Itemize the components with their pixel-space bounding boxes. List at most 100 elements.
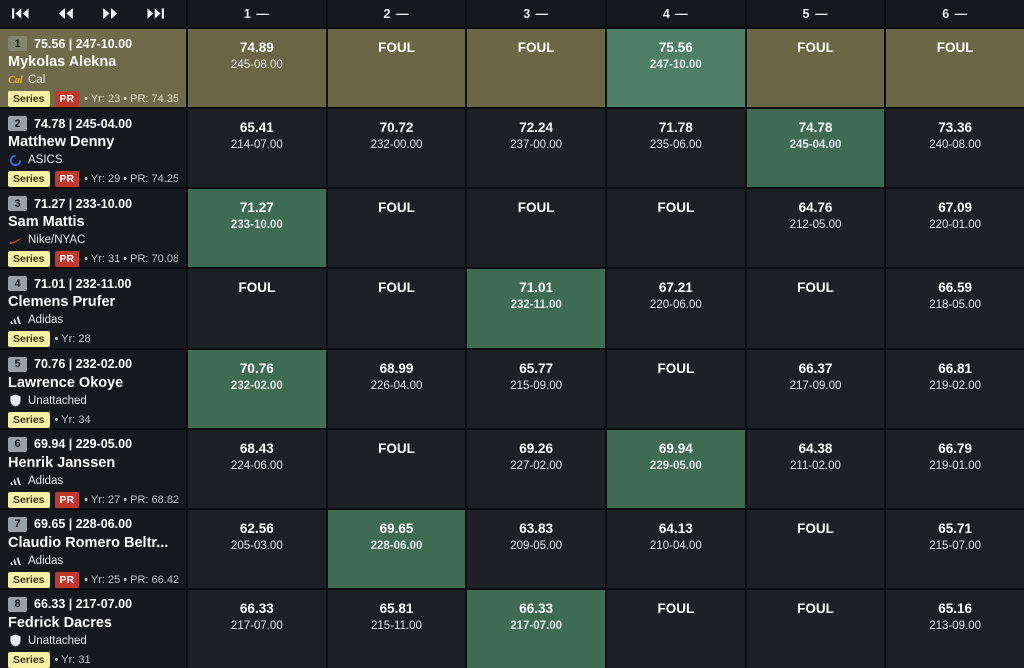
series-badge[interactable]: Series [8, 571, 50, 588]
adidas-logo-icon [8, 554, 23, 568]
pr-badge: PR [54, 91, 80, 107]
series-badge[interactable]: Series [8, 91, 50, 107]
rank-badge: 1 [8, 36, 27, 51]
best-mark-label: 71.01 | 232-11.00 [34, 276, 132, 291]
attempt-cell: 65.16 213-09.00 [886, 589, 1024, 668]
athlete-meta: • Yr: 27 • PR: 68.82 [84, 493, 178, 506]
athlete-summary-line: 2 74.78 | 245-04.00 [8, 116, 178, 132]
attempt-foul-label: FOUL [657, 360, 695, 376]
attempt-cell: FOUL [327, 189, 466, 268]
athlete-badges-line: Series PR • Yr: 31 • PR: 70.08 [8, 251, 178, 268]
skip-to-end-icon[interactable] [147, 8, 164, 19]
attempt-imperial: 217-07.00 [230, 619, 283, 632]
rank-badge: 5 [8, 356, 27, 372]
attempt-cell: 73.36 240-08.00 [886, 109, 1024, 188]
athlete-badges-line: Series • Yr: 28 [8, 331, 178, 348]
attempt-imperial: 211-02.00 [790, 459, 841, 472]
attempt-imperial: 219-01.00 [929, 459, 982, 472]
rank-badge: 2 [8, 116, 27, 132]
attempt-mark: 65.81 [379, 600, 414, 616]
team-name: Adidas [28, 554, 64, 567]
attempt-foul-label: FOUL [238, 280, 276, 296]
attempt-mark: 65.77 [519, 360, 554, 376]
athlete-name: Clemens Prufer [8, 294, 116, 311]
athlete-name: Henrik Janssen [8, 454, 116, 471]
attempt-cell: 64.38 211-02.00 [746, 429, 885, 508]
athlete-summary-line: 8 66.33 | 217-07.00 [8, 596, 178, 612]
best-mark-label: 75.56 | 247-10.00 [34, 36, 133, 51]
series-badge[interactable]: Series [8, 411, 50, 428]
playback-controls [0, 0, 186, 27]
asics-logo-icon [8, 153, 23, 167]
attempt-cell: 67.09 220-01.00 [886, 189, 1024, 268]
attempt-mark: 64.38 [798, 440, 833, 456]
attempt-foul-label: FOUL [657, 600, 695, 616]
rewind-icon[interactable] [57, 8, 74, 19]
attempt-mark: 66.81 [938, 360, 973, 376]
attempt-cell: FOUL [327, 269, 466, 348]
attempt-mark: 73.36 [938, 120, 973, 136]
pr-badge: PR [54, 571, 80, 588]
skip-to-start-icon[interactable] [12, 8, 29, 19]
athlete-name: Fedrick Dacres [8, 614, 112, 631]
athlete-badges-line: Series PR • Yr: 29 • PR: 74.25 [8, 171, 178, 188]
round-header-5: 5 — [746, 0, 885, 27]
attempt-foul-label: FOUL [797, 520, 834, 536]
series-badge[interactable]: Series [8, 491, 50, 508]
team-name: Unattached [28, 394, 87, 407]
rank-badge: 6 [8, 436, 27, 452]
fast-forward-icon[interactable] [102, 8, 119, 19]
unattached-logo-icon [8, 394, 23, 408]
attempt-cell: 63.83 209-05.00 [467, 509, 605, 588]
attempt-cell: 66.79 219-01.00 [886, 429, 1024, 508]
attempt-cell: 70.76 232-02.00 [188, 349, 326, 428]
adidas-logo-icon [8, 313, 23, 327]
athlete-team-line: Unattached [8, 394, 178, 408]
attempt-imperial: 209-05.00 [510, 539, 563, 552]
attempt-imperial: 220-01.00 [929, 219, 982, 232]
attempt-cell: FOUL [188, 269, 326, 348]
athlete-summary-line: 1 75.56 | 247-10.00 [8, 36, 178, 51]
attempt-mark: 69.26 [519, 440, 554, 456]
attempt-imperial: 229-05.00 [649, 459, 702, 472]
athlete-panel: 5 70.76 | 232-02.00 Lawrence Okoye Unatt… [0, 349, 186, 428]
attempt-mark: 70.76 [239, 360, 274, 376]
attempt-imperial: 233-10.00 [230, 219, 283, 232]
attempt-foul-label: FOUL [517, 40, 555, 55]
series-badge[interactable]: Series [8, 651, 50, 668]
attempt-mark: 71.78 [658, 120, 693, 136]
attempt-imperial: 237-00.00 [510, 139, 563, 152]
series-badge[interactable]: Series [8, 171, 50, 188]
attempt-cell: 71.27 233-10.00 [188, 189, 326, 268]
attempt-cell: 66.81 219-02.00 [886, 349, 1024, 428]
series-badge[interactable]: Series [8, 251, 50, 268]
athlete-summary-line: 4 71.01 | 232-11.00 [8, 276, 178, 292]
attempt-imperial: 245-08.00 [230, 59, 283, 71]
attempt-cell: 69.26 227-02.00 [467, 429, 605, 508]
attempt-cell: FOUL [467, 189, 605, 268]
attempt-mark: 68.43 [239, 440, 274, 456]
attempt-imperial: 232-02.00 [230, 379, 283, 392]
team-name: Nike/NYAC [28, 234, 86, 247]
attempt-cell: 68.99 226-04.00 [327, 349, 466, 428]
athlete-panel: 3 71.27 | 233-10.00 Sam Mattis Nike/NYAC… [0, 189, 186, 268]
attempt-imperial: 226-04.00 [370, 379, 423, 392]
series-badge[interactable]: Series [8, 331, 50, 348]
unattached-logo-icon [8, 634, 23, 648]
attempt-cell: FOUL [746, 29, 885, 108]
attempt-mark: 69.65 [379, 520, 414, 536]
attempt-imperial: 212-05.00 [789, 219, 842, 232]
attempt-mark: 65.16 [938, 600, 973, 616]
attempt-mark: 62.56 [239, 520, 274, 536]
athlete-badges-line: Series PR • Yr: 27 • PR: 68.82 [8, 491, 178, 508]
best-mark-label: 69.65 | 228-06.00 [34, 517, 133, 532]
attempt-imperial: 213-09.00 [929, 619, 982, 632]
cal-logo-icon: Cal [8, 74, 23, 86]
attempt-imperial: 232-00.00 [370, 139, 423, 152]
attempt-cell: FOUL [746, 589, 885, 668]
athlete-name: Mykolas Alekna [8, 54, 117, 70]
athlete-panel: 8 66.33 | 217-07.00 Fedrick Dacres Unatt… [0, 589, 186, 668]
attempt-imperial: 215-11.00 [371, 619, 422, 632]
athlete-badges-line: Series • Yr: 34 [8, 411, 178, 428]
round-header-1: 1 — [188, 0, 326, 27]
